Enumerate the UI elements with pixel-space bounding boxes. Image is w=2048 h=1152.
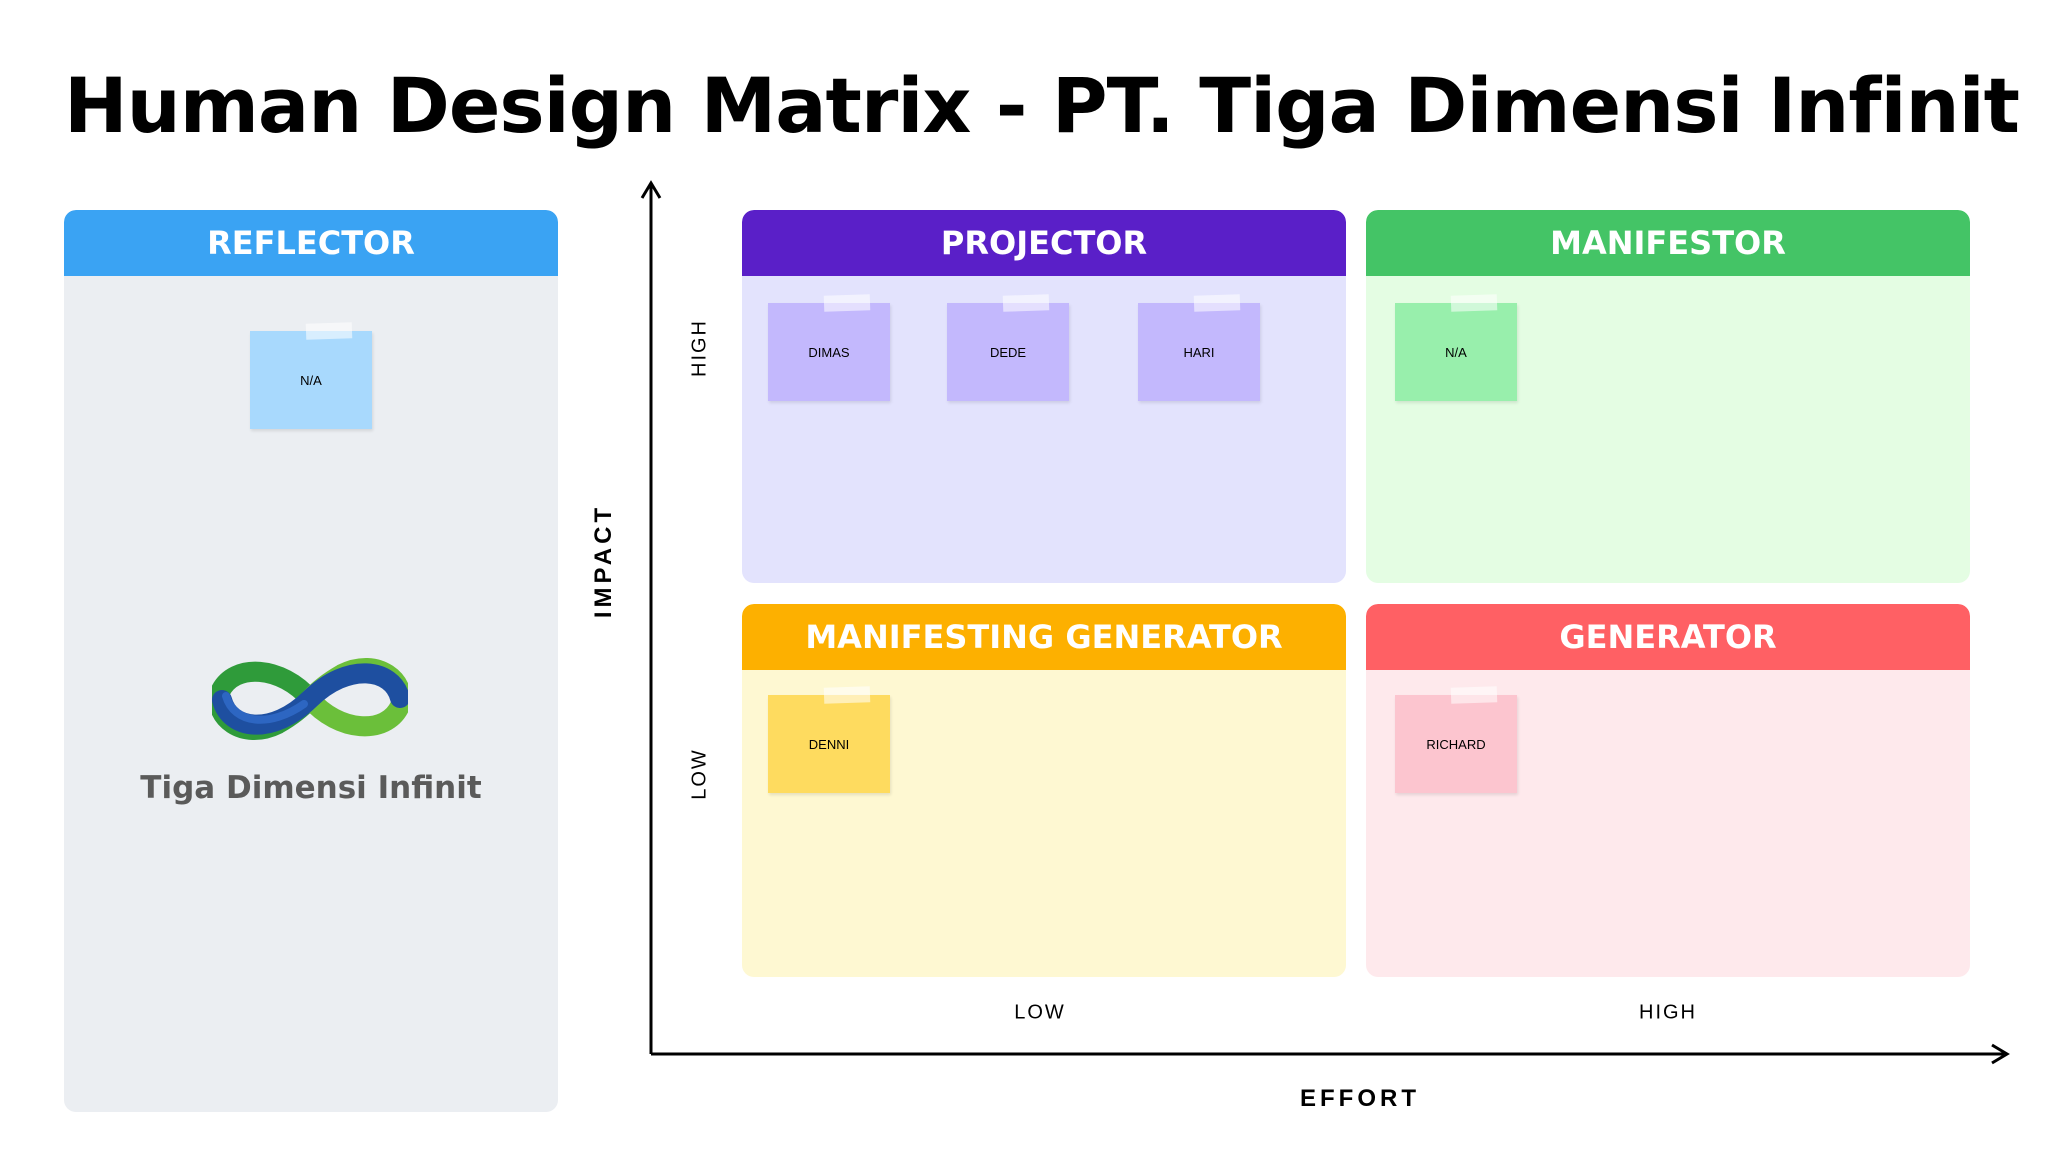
sticky-note[interactable]: RICHARD bbox=[1395, 686, 1517, 793]
note-label: N/A bbox=[1445, 344, 1467, 360]
manifestor-header: MANIFESTOR bbox=[1366, 210, 1970, 276]
x-axis-low-label: LOW bbox=[1014, 1001, 1066, 1024]
note-label: DENNI bbox=[808, 736, 850, 752]
generator-header: GENERATOR bbox=[1366, 604, 1970, 670]
projector-header: PROJECTOR bbox=[742, 210, 1346, 276]
sticky-note[interactable]: DEDE bbox=[947, 294, 1069, 401]
y-axis-title: IMPACT bbox=[590, 503, 617, 619]
note-label: DEDE bbox=[989, 344, 1027, 360]
sticky-note[interactable]: HARI bbox=[1138, 294, 1260, 401]
reflector-header: REFLECTOR bbox=[64, 210, 558, 276]
infinity-logo-icon bbox=[212, 658, 408, 740]
sticky-note[interactable]: DIMAS bbox=[768, 294, 890, 401]
note-label: RICHARD bbox=[1426, 736, 1486, 752]
brand-name: Tiga Dimensi Infinit bbox=[140, 770, 482, 806]
x-axis-title: EFFORT bbox=[1300, 1085, 1420, 1112]
sticky-note[interactable]: N/A bbox=[1395, 294, 1517, 401]
sticky-note[interactable]: DENNI bbox=[768, 686, 890, 793]
y-axis-low-label: LOW bbox=[688, 748, 711, 800]
x-axis-high-label: HIGH bbox=[1639, 1001, 1697, 1024]
y-axis-high-label: HIGH bbox=[688, 319, 711, 377]
generator-quadrant: GENERATOR bbox=[1366, 604, 1970, 977]
note-label: N/A bbox=[300, 372, 322, 388]
note-label: HARI bbox=[1183, 344, 1215, 360]
sticky-note[interactable]: N/A bbox=[250, 322, 372, 429]
note-label: DIMAS bbox=[808, 344, 850, 360]
page-title: Human Design Matrix - PT. Tiga Dimensi I… bbox=[64, 61, 2020, 150]
manifesting-generator-header: MANIFESTING GENERATOR bbox=[742, 604, 1346, 670]
